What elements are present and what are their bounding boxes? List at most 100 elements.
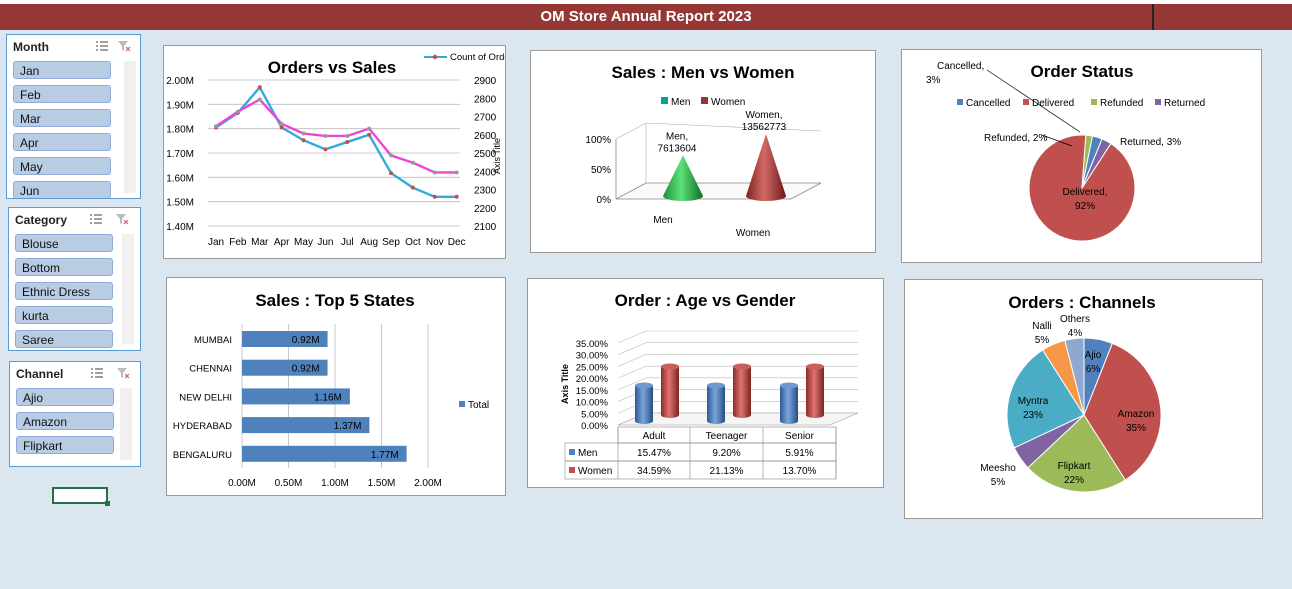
cone-shape bbox=[746, 134, 786, 201]
slicer-item-ajio[interactable]: Ajio bbox=[16, 388, 114, 406]
slicer-item-ethnic-dress[interactable]: Ethnic Dress bbox=[15, 282, 113, 300]
clear-filter-icon[interactable] bbox=[117, 40, 131, 52]
category-slicer-title: Category bbox=[15, 213, 68, 227]
cylinder-men-adult bbox=[635, 385, 653, 424]
x-tick-label: Dec bbox=[448, 237, 466, 248]
order-status-chart: Order Status Cancelled Delivered Refunded Re… bbox=[926, 61, 1205, 242]
series-line bbox=[215, 85, 457, 199]
x-tick-label: Mar bbox=[251, 237, 269, 248]
data-point bbox=[214, 124, 218, 129]
data-label: 35% bbox=[1126, 423, 1146, 434]
channel-slicer[interactable]: Channel Ajio Amazon Flipkart bbox=[9, 361, 141, 467]
category-slicer-scrollbar[interactable] bbox=[122, 234, 134, 344]
legend-swatch bbox=[1023, 99, 1029, 105]
table-row-women bbox=[564, 460, 837, 480]
y-right-tick-label: 2200 bbox=[474, 204, 497, 215]
y-tick-label: 0% bbox=[597, 195, 612, 206]
month-slicer-title: Month bbox=[13, 40, 49, 54]
report-banner: OM Store Annual Report 2023 bbox=[0, 4, 1292, 30]
slicer-item-apr[interactable]: Apr bbox=[13, 133, 111, 151]
x-tick-label: Men bbox=[653, 215, 672, 226]
x-tick-label: Jan bbox=[208, 237, 224, 248]
chart-title: Sales : Top 5 States bbox=[255, 291, 414, 310]
y-left-tick-label: 1.80M bbox=[166, 125, 194, 136]
clear-filter-icon[interactable] bbox=[116, 367, 130, 379]
y-left-tick-label: 1.40M bbox=[166, 222, 194, 233]
selected-cell[interactable] bbox=[52, 487, 110, 506]
slicer-item-blouse[interactable]: Blouse bbox=[15, 234, 113, 252]
slicer-item-bottom[interactable]: Bottom bbox=[15, 258, 113, 276]
data-label: 1.16M bbox=[314, 392, 342, 403]
y-tick-label: NEW DELHI bbox=[179, 392, 232, 403]
chart-title: Orders : Channels bbox=[1008, 293, 1155, 312]
y-tick-label: 100% bbox=[585, 135, 611, 146]
multi-select-icon[interactable] bbox=[95, 40, 109, 52]
x-tick-label: Women bbox=[736, 228, 770, 239]
leader-line bbox=[1041, 134, 1073, 147]
cylinder-women-senior bbox=[806, 366, 824, 418]
data-label: 4% bbox=[1068, 328, 1083, 339]
multi-select-icon[interactable] bbox=[89, 213, 103, 225]
data-point bbox=[367, 126, 372, 131]
data-point bbox=[432, 194, 437, 199]
month-slicer-scrollbar[interactable] bbox=[124, 61, 136, 193]
legend-label: Count of Order ID bbox=[450, 52, 505, 63]
x-tick-label: Teenager bbox=[706, 431, 748, 442]
age-vs-gender-chart: Order : Age vs Gender0.00%5.00%10.00%15.… bbox=[560, 291, 859, 480]
gridline bbox=[617, 377, 647, 391]
column-divider bbox=[1152, 4, 1154, 30]
data-label: 5% bbox=[1035, 335, 1050, 346]
chart-title: Order Status bbox=[1031, 62, 1134, 81]
legend-swatch bbox=[569, 449, 575, 455]
y-tick-label: 50% bbox=[591, 165, 611, 176]
y-tick-label: HYDERABAD bbox=[173, 421, 232, 432]
x-tick-label: Aug bbox=[360, 237, 378, 248]
clear-filter-icon[interactable] bbox=[115, 213, 129, 225]
cylinder-men-senior bbox=[780, 385, 798, 424]
orders-vs-sales-panel: Orders vs Sales 1.40M 1.50M 1.60M 1.70M 1.80M… bbox=[163, 45, 525, 259]
legend-swatch bbox=[569, 467, 575, 473]
data-point bbox=[454, 194, 459, 199]
y-tick-label: 25.00% bbox=[576, 362, 609, 373]
data-point bbox=[432, 170, 437, 175]
table-cell: 5.91% bbox=[785, 448, 813, 459]
slicer-item-kurta[interactable]: kurta bbox=[15, 306, 113, 324]
y-right-tick-label: 2400 bbox=[474, 167, 497, 178]
channels-panel: Orders : Channels Ajio 6% Amazon 35% Flipkart… bbox=[904, 279, 1263, 519]
slicer-item-flipkart[interactable]: Flipkart bbox=[16, 436, 114, 454]
slicer-item-saree[interactable]: Saree bbox=[15, 330, 113, 348]
chart-floor bbox=[615, 182, 822, 200]
slicer-item-feb[interactable]: Feb bbox=[13, 85, 111, 103]
slicer-item-amazon[interactable]: Amazon bbox=[16, 412, 114, 430]
slicer-item-jan[interactable]: Jan bbox=[13, 61, 111, 79]
data-point bbox=[410, 160, 415, 165]
data-label: Delivered, bbox=[1062, 187, 1107, 198]
bar-bengaluru bbox=[242, 445, 407, 462]
table-cell: 21.13% bbox=[710, 466, 744, 477]
legend-label: Men bbox=[578, 448, 597, 459]
table-cell: 15.47% bbox=[637, 448, 671, 459]
slicer-item-mar[interactable]: Mar bbox=[13, 109, 111, 127]
x-tick-label: May bbox=[294, 237, 313, 248]
multi-select-icon[interactable] bbox=[90, 367, 104, 379]
data-label: Refunded, 2% bbox=[984, 133, 1047, 144]
cone-shape bbox=[663, 155, 703, 201]
data-point bbox=[345, 140, 350, 145]
month-slicer[interactable]: Month Jan Feb Mar Apr May Jun bbox=[6, 34, 141, 199]
slicer-item-jun[interactable]: Jun bbox=[13, 181, 111, 198]
category-slicer[interactable]: Category Blouse Bottom Ethnic Dress kurta Sa… bbox=[8, 207, 141, 351]
pie-slice-myntra bbox=[1006, 349, 1085, 449]
x-tick-label: Oct bbox=[405, 237, 421, 248]
pie-slice-amazon bbox=[1083, 342, 1162, 481]
cylinder-top bbox=[635, 382, 653, 389]
channel-slicer-scrollbar[interactable] bbox=[120, 388, 132, 460]
data-label: 0.92M bbox=[292, 335, 320, 346]
y-tick-label: 0.00% bbox=[581, 421, 608, 432]
chart-title: Orders vs Sales bbox=[268, 58, 397, 77]
data-point bbox=[279, 125, 284, 130]
bar-hyderabad bbox=[242, 417, 370, 434]
data-label: Amazon bbox=[1118, 409, 1155, 420]
data-point bbox=[257, 85, 262, 90]
data-label: Returned, 3% bbox=[1120, 137, 1181, 148]
slicer-item-may[interactable]: May bbox=[13, 157, 111, 175]
